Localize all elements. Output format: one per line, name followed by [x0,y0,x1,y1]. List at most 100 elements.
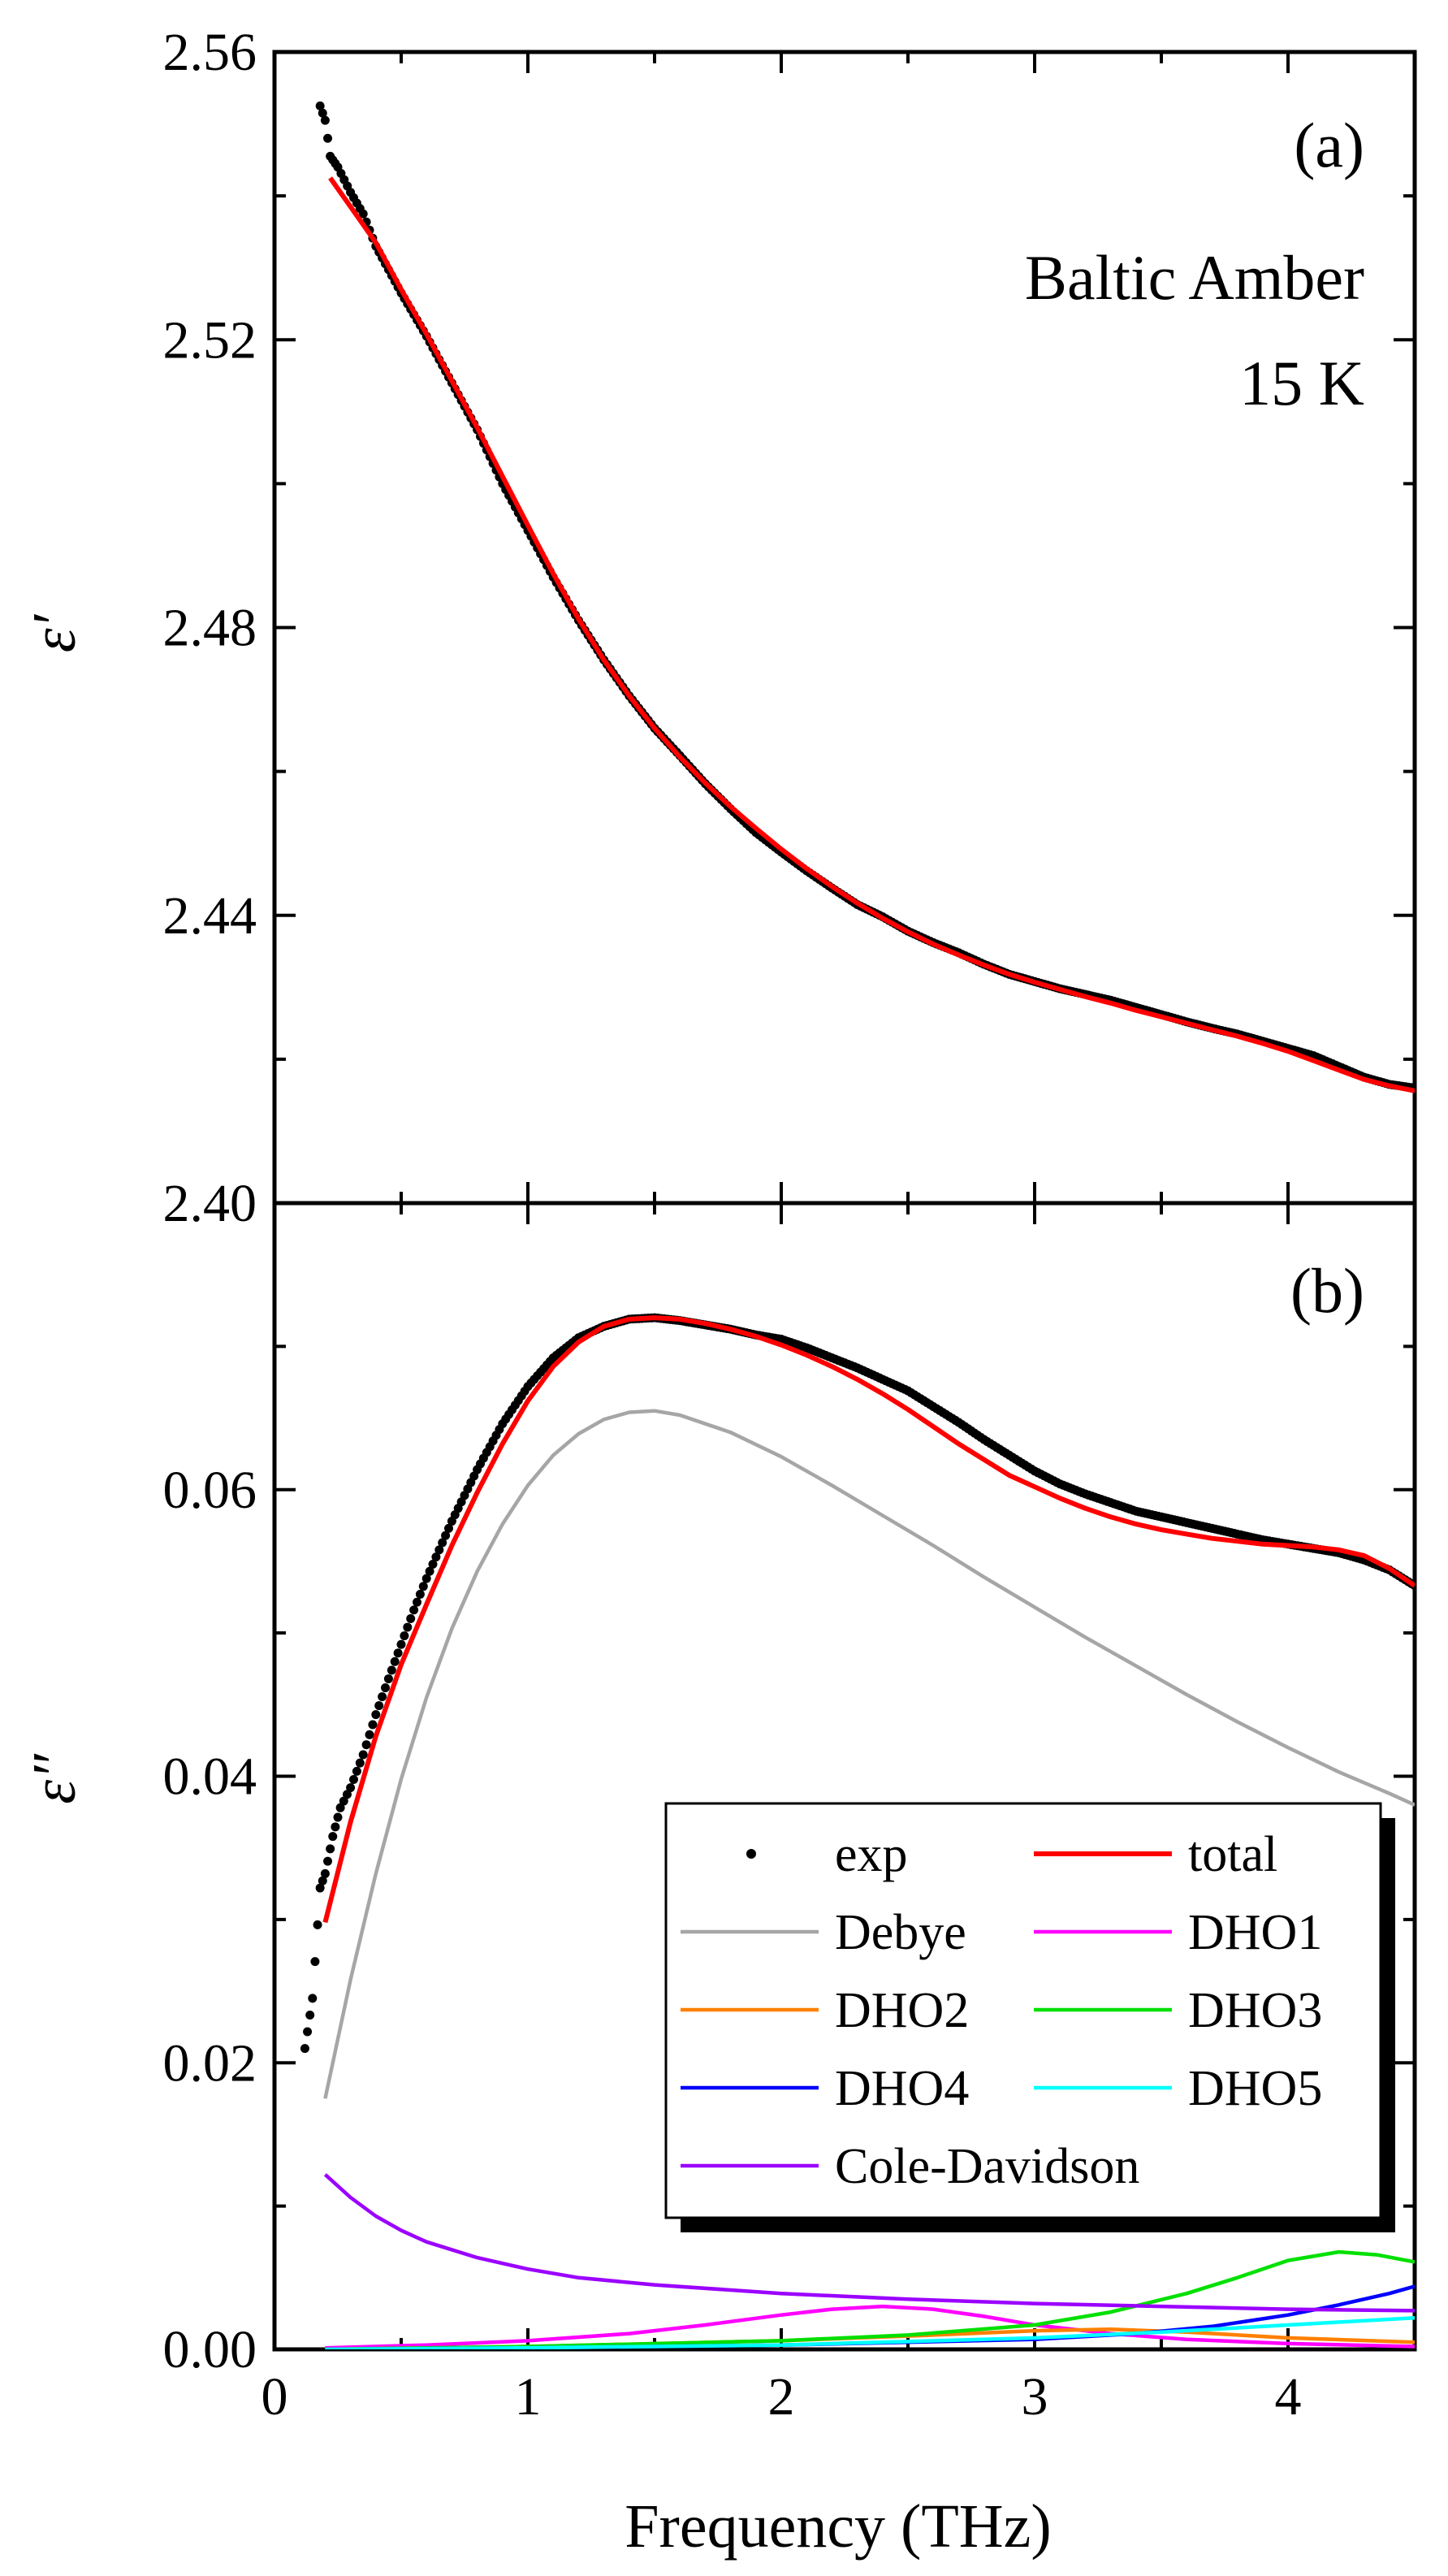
panel-b-exp-point [335,1803,345,1812]
panel-b-series-dho3 [325,2249,1415,2349]
panel-b-ytick-label: 0.02 [163,2033,257,2093]
panel-b-series-cole-davidson [323,2173,1415,2313]
panel-a-ytick-label: 2.40 [163,1174,257,1233]
panel-b-exp-point [328,1832,338,1842]
panel-b: 0.00 0.02 0.04 0.06 0 1 2 3 4 exp total Debye DHO1 DH… [163,1201,1417,2427]
panel-b-exp-point [431,1552,441,1562]
panel-b-series-total [322,1315,1415,1924]
panel-b-exp-point [403,1622,413,1632]
panel-b-exp-point [409,1605,419,1615]
legend-item-debye: Debye [681,1905,966,1960]
panel-b-exp-point [387,1665,396,1675]
legend-item-exp: exp [746,1827,908,1882]
legend-label-dho1: DHO1 [1188,1905,1322,1960]
panel-b-exp-point [365,1730,374,1739]
panel-a-exp-point [320,115,330,125]
x-tick-label: 2 [768,2367,795,2427]
panel-b-exp-point [331,1822,340,1832]
legend-item-dho2: DHO2 [681,1983,969,2038]
panel-b-exp-point [339,1796,348,1806]
panel-a-exp-point [318,108,327,118]
legend-marker-exp [746,1849,756,1859]
panel-b-exp-point [378,1692,387,1702]
legend-label-dho3: DHO3 [1188,1983,1322,2038]
panel-a-ytick-label: 2.44 [163,886,257,946]
panel-a-frame [272,50,1417,1206]
panel-b-exp-point [315,1883,325,1893]
panel-b-ylabel: ε″ [20,1753,89,1804]
panel-a-exp-point [315,101,325,110]
panel-b-exp-point [342,1790,352,1799]
panel-a-title-line2: 15 K [1239,348,1364,418]
panel-b-ytick-label: 0.04 [163,1747,257,1807]
panel-a-title-line1: Baltic Amber [1025,242,1364,313]
panel-b-exp-point [318,1876,327,1885]
panel-b-exp-point [323,1856,333,1866]
legend-label-cole-davidson: Cole-Davidson [835,2139,1139,2194]
panel-b-exp-point [415,1590,425,1600]
panel-b-series-dho5 [325,2315,1415,2349]
panel-b-exp-point [441,1530,451,1540]
legend-item-cole-davidson: Cole-Davidson [681,2139,1139,2194]
legend-item-dho3: DHO3 [1034,1983,1322,2038]
panel-b-exp-point [310,1957,320,1967]
panel-b-exp-point [438,1538,447,1548]
panel-b-exp-point [428,1559,438,1569]
panel-b-exp-point [421,1574,431,1583]
panel-b-exp-point [368,1720,378,1730]
panel-b-exp-point [355,1758,365,1768]
x-tick-label: 1 [515,2367,542,2427]
panel-a-exp-point [358,209,368,219]
panel-b-series-dho1 [325,2304,1415,2349]
panel-a: 2.40 2.44 2.48 2.52 2.56 [163,23,1417,1233]
panel-b-exp-point [358,1750,368,1760]
panel-b-ytick-label: 0.00 [163,2320,257,2379]
panel-b-exp-point [406,1613,416,1623]
panel-a-ylabel: ε′ [20,613,89,652]
x-tick-label: 4 [1275,2367,1302,2427]
panel-b-exp-point [434,1545,444,1555]
panel-a-ytick-label: 2.52 [163,310,257,370]
panel-b-exp-point [413,1597,421,1607]
panel-b-exp-point [300,2044,309,2054]
legend-label-dho4: DHO4 [835,2061,969,2116]
panel-b-exp-point [425,1566,434,1576]
panel-b-exp-point [346,1783,356,1793]
panel-b-exp-point [308,1994,318,2003]
panel-b-exp-point [444,1523,453,1533]
legend-item-total: total [1034,1827,1277,1882]
panel-b-ytick-label: 0.06 [163,1461,257,1520]
legend-item-dho4: DHO4 [681,2061,969,2116]
x-tick-label: 3 [1022,2367,1048,2427]
panel-a-ytick-label: 2.56 [163,23,257,82]
legend-label-dho2: DHO2 [835,1983,969,2038]
panel-b-exp-point [418,1582,428,1591]
panel-b-exp-point [400,1631,409,1641]
legend-label-exp: exp [835,1827,908,1882]
panel-b-exp-point [333,1812,343,1822]
panel-b-exp-point [313,1920,322,1929]
panel-b-exp-point [303,2027,313,2037]
panel-b-exp-point [393,1648,403,1658]
panel-b-exp-point [396,1639,406,1649]
panel-b-label: (b) [1290,1255,1364,1326]
panel-b-series-debye [323,1409,1415,2099]
panel-b-exp-point [383,1674,393,1684]
legend-label-dho5: DHO5 [1188,2061,1322,2116]
panel-a-series-total [328,176,1415,1093]
panel-b-exp-point [381,1683,390,1693]
panel-b-exp-point [320,1868,330,1878]
panel-b-exp-point [352,1766,361,1776]
legend-item-dho5: DHO5 [1034,2061,1322,2116]
legend-label-total: total [1188,1827,1277,1882]
panel-b-exp-point [326,1844,335,1854]
x-tick-label: 0 [262,2367,288,2427]
legend-label-debye: Debye [835,1905,966,1960]
panel-b-exp-point [361,1740,371,1750]
panel-b-exp-point [305,2010,315,2020]
panel-b-exp-point [371,1710,381,1720]
panel-b-exp-point [390,1656,400,1666]
panel-a-exp-point [323,133,333,143]
panel-a-label: (a) [1294,110,1364,180]
